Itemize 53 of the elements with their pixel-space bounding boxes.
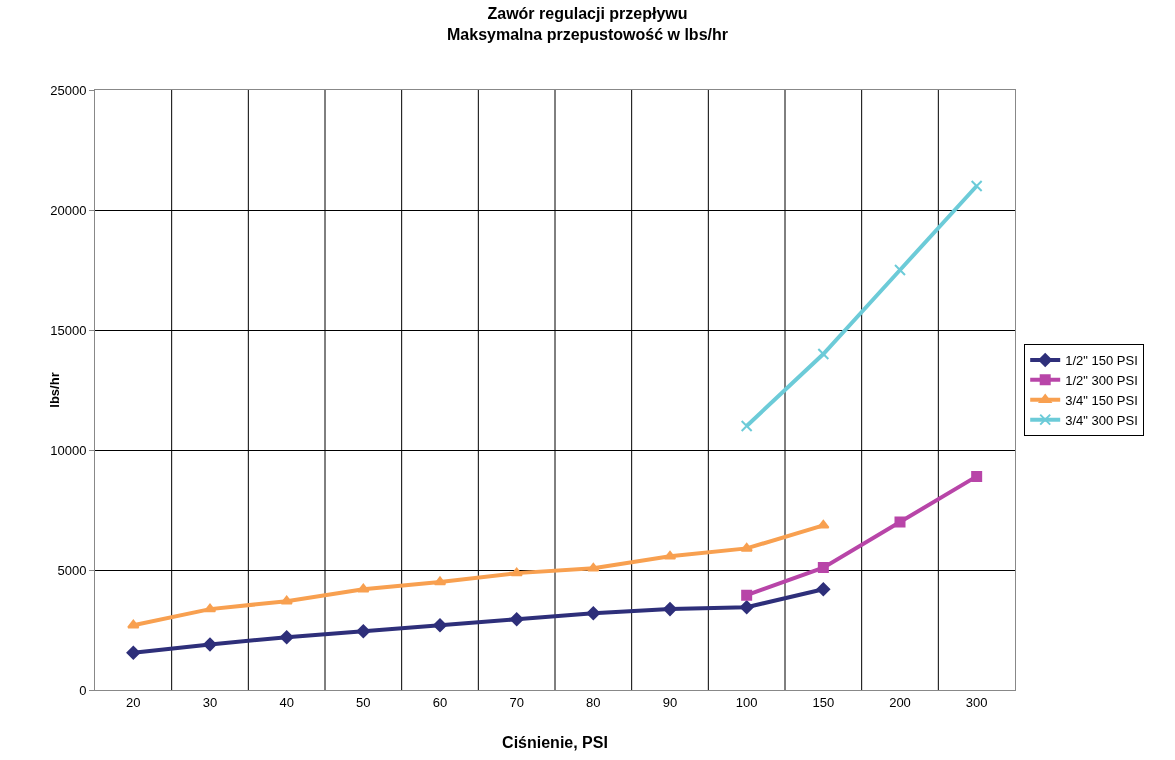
x-tick-label: 90 (662, 694, 678, 710)
x-tick-label: 80 (586, 694, 601, 710)
point (279, 630, 294, 645)
point (971, 470, 983, 482)
point (203, 603, 217, 613)
point (280, 595, 293, 605)
point (817, 519, 830, 529)
x-tick-label: 50 (356, 694, 371, 710)
y-tick-label: 10000 (50, 442, 87, 458)
point (741, 589, 753, 601)
point (663, 550, 677, 560)
point (816, 582, 831, 597)
point (356, 624, 371, 639)
legend-label: 1/2" 150 PSI (1065, 353, 1138, 369)
point (433, 618, 447, 633)
point (357, 583, 370, 593)
point (127, 619, 140, 629)
x-tick-label: 30 (202, 694, 218, 710)
point (587, 562, 600, 572)
point (970, 180, 983, 192)
x-tick-label: 40 (279, 694, 294, 710)
x-tick-label: 70 (509, 694, 524, 710)
chart-title: Zawór regulacji przepływu Maksymalna przepustowość w lbs/hr (447, 5, 728, 43)
legend-label: 3/4" 150 PSI (1065, 392, 1138, 408)
y-tick-label: 20000 (50, 202, 87, 218)
x-axis-title: Ciśnienie, PSI (502, 734, 608, 751)
x-tick-label: 150 (812, 694, 835, 710)
y-tick-label: 0 (79, 682, 87, 698)
point (894, 516, 906, 528)
point (663, 602, 677, 616)
y-tick-label: 15000 (50, 322, 87, 338)
point (586, 606, 601, 621)
x-tick-label: 60 (432, 694, 448, 710)
point (203, 637, 217, 652)
y-axis-title: lbs/hr (47, 372, 62, 408)
point (509, 612, 524, 627)
point (740, 420, 753, 432)
y-tick-label: 5000 (57, 562, 87, 578)
point (894, 264, 906, 276)
legend-label: 3/4" 300 PSI (1065, 412, 1138, 428)
point (739, 600, 754, 615)
point (817, 562, 829, 574)
point (510, 567, 523, 577)
point (126, 645, 141, 660)
point (740, 542, 753, 552)
point (433, 576, 447, 586)
x-tick-label: 20 (126, 694, 141, 710)
legend-label: 1/2" 300 PSI (1065, 372, 1138, 388)
point (817, 348, 830, 360)
y-tick-label: 25000 (50, 82, 87, 98)
x-tick-label: 100 (735, 694, 758, 710)
x-tick-label: 200 (889, 694, 911, 710)
x-tick-label: 300 (965, 694, 988, 710)
